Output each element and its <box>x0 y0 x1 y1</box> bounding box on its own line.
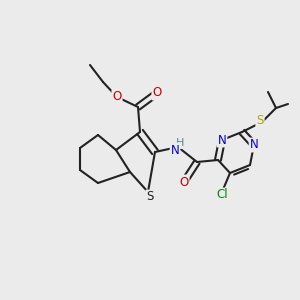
Text: O: O <box>112 91 122 103</box>
Text: S: S <box>256 113 264 127</box>
Text: O: O <box>179 176 189 188</box>
Text: S: S <box>146 190 154 203</box>
Text: H: H <box>176 138 184 148</box>
Text: N: N <box>171 143 179 157</box>
Text: N: N <box>250 139 258 152</box>
Text: N: N <box>218 134 226 146</box>
Text: O: O <box>152 86 162 100</box>
Text: Cl: Cl <box>216 188 228 202</box>
